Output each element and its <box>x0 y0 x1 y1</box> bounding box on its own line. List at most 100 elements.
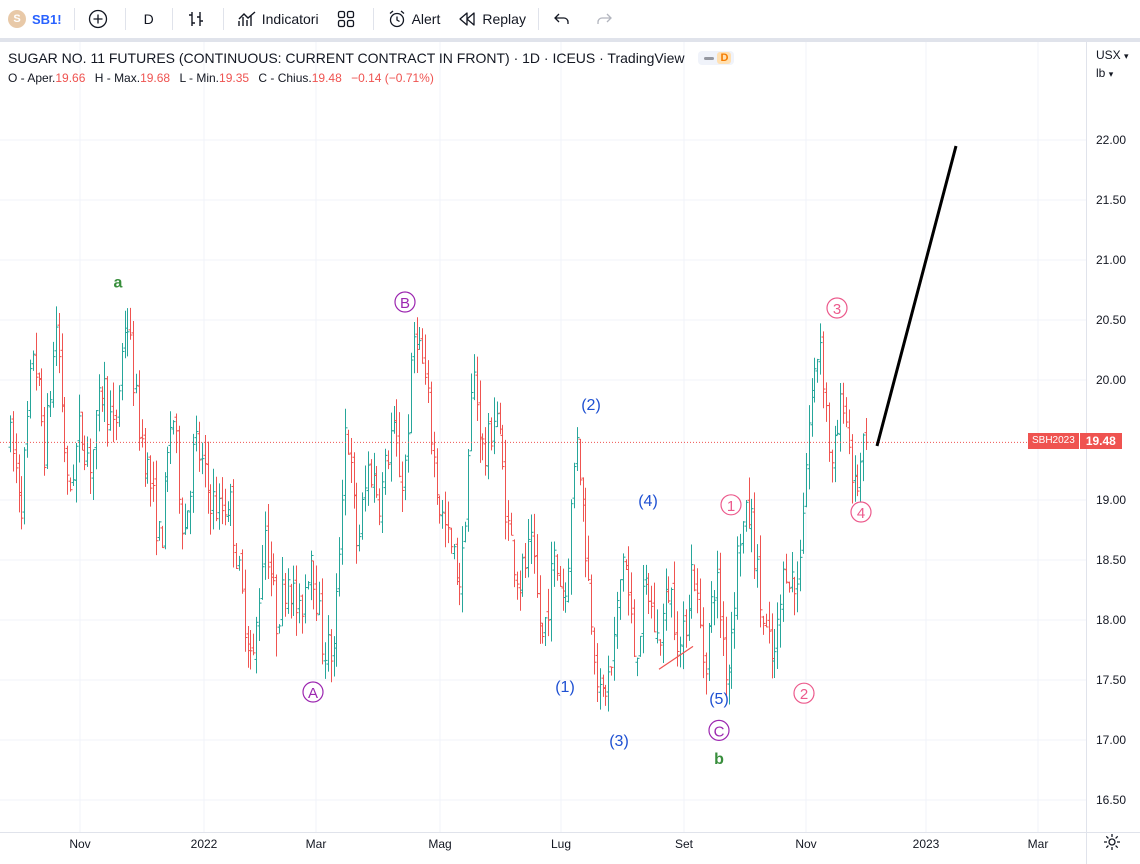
ohlc-bar <box>174 413 179 454</box>
ohlc-bar <box>206 441 211 514</box>
ohlc-bar <box>289 583 294 619</box>
ohlc-bar <box>446 501 451 544</box>
ohlc-bar <box>80 411 85 451</box>
ohlc-bar <box>131 320 136 407</box>
ohlc-bar <box>747 477 752 529</box>
ohlc-bar <box>62 397 67 463</box>
symbol-search[interactable]: S SB1! <box>0 0 70 38</box>
ohlc-bar <box>154 460 159 556</box>
measure-unit[interactable]: lb ▾ <box>1096 66 1113 80</box>
symbol-avatar-icon: S <box>8 10 26 28</box>
ohlc-bar <box>19 476 24 530</box>
ohlc-bar <box>194 415 199 452</box>
ohlc-bar <box>60 333 65 413</box>
open-label: O - Aper. <box>8 71 56 85</box>
unit-label: lb <box>1096 66 1106 80</box>
ohlc-bar <box>569 499 574 595</box>
settings-gear-icon[interactable] <box>1102 832 1122 852</box>
ohlc-bar <box>698 578 703 629</box>
ohlc-bar <box>372 452 377 503</box>
ohlc-bar <box>589 574 594 635</box>
ohlc-bar <box>291 565 296 617</box>
ohlc-bar <box>340 479 345 565</box>
add-circle-icon <box>87 8 109 30</box>
ohlc-bar <box>243 569 248 652</box>
ohlc-bar <box>632 599 637 657</box>
ohlc-bar <box>417 327 422 350</box>
ohlc-bar <box>486 413 491 480</box>
alert-button[interactable]: Alert <box>378 0 449 38</box>
y-tick-label: 21.00 <box>1096 253 1126 267</box>
replay-button[interactable]: Replay <box>448 0 534 38</box>
ohlc-bar <box>715 550 720 619</box>
interval-button[interactable]: D <box>130 0 168 38</box>
currency-unit[interactable]: USX ▾ <box>1096 48 1129 62</box>
ohlc-bar <box>712 589 717 626</box>
ohlc-bar <box>606 655 611 712</box>
compare-button[interactable] <box>79 0 121 38</box>
ohlc-bar <box>492 397 497 455</box>
ohlc-bar <box>246 625 251 668</box>
x-tick-label: Mag <box>428 837 451 851</box>
ohlc-bar <box>54 306 59 367</box>
ohlc-bar <box>858 452 863 507</box>
ohlc-bar <box>466 449 471 532</box>
ohlc-bar <box>94 410 99 470</box>
templates-button[interactable] <box>327 0 369 38</box>
ohlc-bar <box>332 636 337 677</box>
legend-badge[interactable]: D <box>698 51 735 65</box>
wave-text: 3 <box>833 301 841 318</box>
wave-label-1: 1 <box>720 494 742 516</box>
wave-circle <box>708 719 730 742</box>
ohlc-bar <box>592 627 597 675</box>
x-tick-label: Mar <box>1028 837 1049 851</box>
bar-chart-type-icon <box>185 8 207 30</box>
ohlc-bar <box>664 568 669 631</box>
wave-label-C: C <box>708 719 730 742</box>
ohlc-bar <box>412 322 417 374</box>
ohlc-bar <box>807 405 812 490</box>
ohlc-bar <box>432 431 437 478</box>
ohlc-bar <box>163 472 168 550</box>
wave-label-B: B <box>394 291 416 313</box>
ohlc-bar <box>309 550 314 601</box>
alert-label: Alert <box>411 11 441 27</box>
redo-icon <box>593 8 615 30</box>
chart-type-button[interactable] <box>177 0 219 38</box>
ohlc-bar <box>749 498 754 553</box>
undo-button[interactable] <box>543 0 585 38</box>
ohlc-bar <box>841 382 846 424</box>
ohlc-bar <box>795 561 800 613</box>
ohlc-bar <box>652 582 657 633</box>
top-toolbar: S SB1! D Indicatori Alert <box>0 0 1140 42</box>
indicators-button[interactable]: Indicatori <box>228 0 327 38</box>
ohlc-bar <box>558 565 563 587</box>
toolbar-divider <box>124 8 126 30</box>
collapse-dash-icon <box>704 56 715 60</box>
wave-label-3: (3) <box>609 733 629 750</box>
ohlc-bar <box>615 591 620 649</box>
ohlc-bar <box>263 511 268 580</box>
ohlc-bar <box>778 594 783 648</box>
x-tick-label: Set <box>675 837 694 851</box>
ohlc-bar <box>709 581 714 633</box>
ohlc-bar <box>609 666 614 676</box>
projection-line <box>875 145 958 447</box>
ohlc-bar <box>25 400 30 458</box>
ohlc-bar <box>612 616 617 681</box>
ohlc-bar <box>603 684 608 706</box>
ohlc-bar <box>812 357 817 403</box>
ohlc-bar <box>861 433 866 482</box>
price-chart[interactable]: 22.00 21.50 21.00 20.50 20.00 19.00 18.50 18.00… <box>0 42 1140 864</box>
redo-button[interactable] <box>585 0 627 38</box>
ohlc-bar <box>271 553 276 586</box>
ohlc-bar <box>300 594 305 634</box>
ohlc-bar <box>687 594 692 641</box>
ohlc-bar <box>561 568 566 611</box>
chart-pane[interactable]: 22.00 21.50 21.00 20.50 20.00 19.00 18.50 18.00… <box>0 42 1140 864</box>
ohlc-bar <box>552 541 557 587</box>
ohlc-bar <box>824 382 829 422</box>
x-tick-label: Lug <box>551 837 571 851</box>
ohlc-bar <box>8 415 13 453</box>
ohlc-bar <box>646 573 651 614</box>
